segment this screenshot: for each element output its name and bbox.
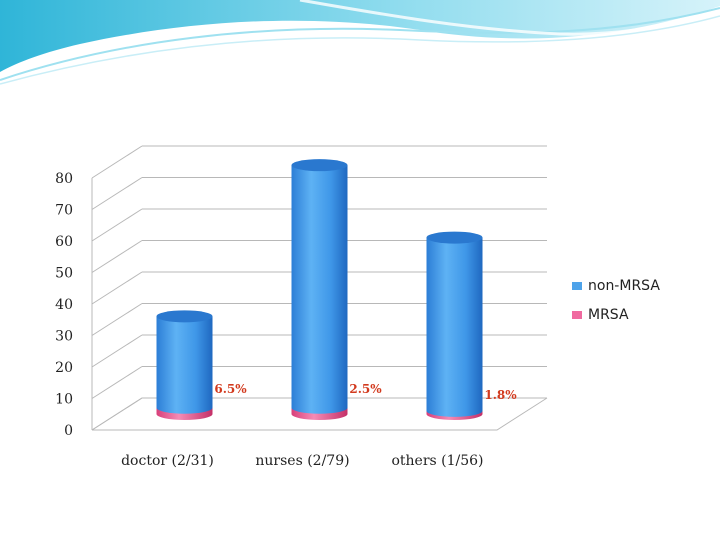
gridline-side (91, 208, 143, 242)
gridline-side (91, 334, 143, 368)
mrsa-percent-label: 2.5% (349, 382, 382, 396)
y-tick-label: 20 (55, 360, 73, 376)
bar-non-mrsa (291, 165, 348, 414)
y-tick-label: 40 (55, 297, 73, 313)
y-tick-label: 10 (55, 392, 73, 408)
bar-non-mrsa (156, 316, 213, 414)
bar-non-mrsa (426, 237, 483, 417)
x-category-label: nurses (2/79) (255, 453, 349, 469)
x-category-label: doctor (2/31) (121, 453, 214, 469)
gridline-side (91, 177, 143, 210)
gridline-side (91, 366, 143, 399)
bar-top-cap (291, 159, 348, 172)
front-floor-edge (92, 397, 548, 431)
y-tick-label: 80 (55, 171, 73, 187)
y-tick-label: 70 (55, 203, 73, 219)
gridline-side (91, 145, 143, 179)
bar-top-cap (156, 310, 213, 323)
gridline-side (91, 271, 143, 305)
legend-swatch (572, 282, 582, 290)
mrsa-percent-label: 6.5% (214, 382, 247, 396)
mrsa-percent-label: 1.8% (484, 388, 517, 402)
legend-swatch (572, 311, 582, 319)
x-category-label: others (1/56) (391, 453, 483, 469)
bar-top-cap (426, 231, 483, 244)
legend-label: MRSA (588, 307, 629, 323)
y-tick-label: 30 (55, 329, 73, 345)
y-tick-label: 60 (55, 234, 73, 250)
legend-label: non-MRSA (588, 278, 660, 294)
y-axis-ticks: 0 10 20 30 40 50 60 70 80 (55, 171, 73, 439)
annotations: 6.5% 2.5% 1.8% (214, 382, 517, 402)
bars (156, 159, 483, 420)
slide-header-swoosh (0, 0, 720, 85)
gridline-side (91, 240, 143, 273)
y-tick-label: 0 (64, 423, 73, 439)
gridline-side (91, 303, 143, 336)
gridline-side (91, 397, 143, 431)
legend: non-MRSA MRSA (572, 278, 660, 323)
x-axis-categories: doctor (2/31) nurses (2/79) others (1/56) (121, 453, 483, 469)
y-tick-label: 50 (55, 266, 73, 282)
